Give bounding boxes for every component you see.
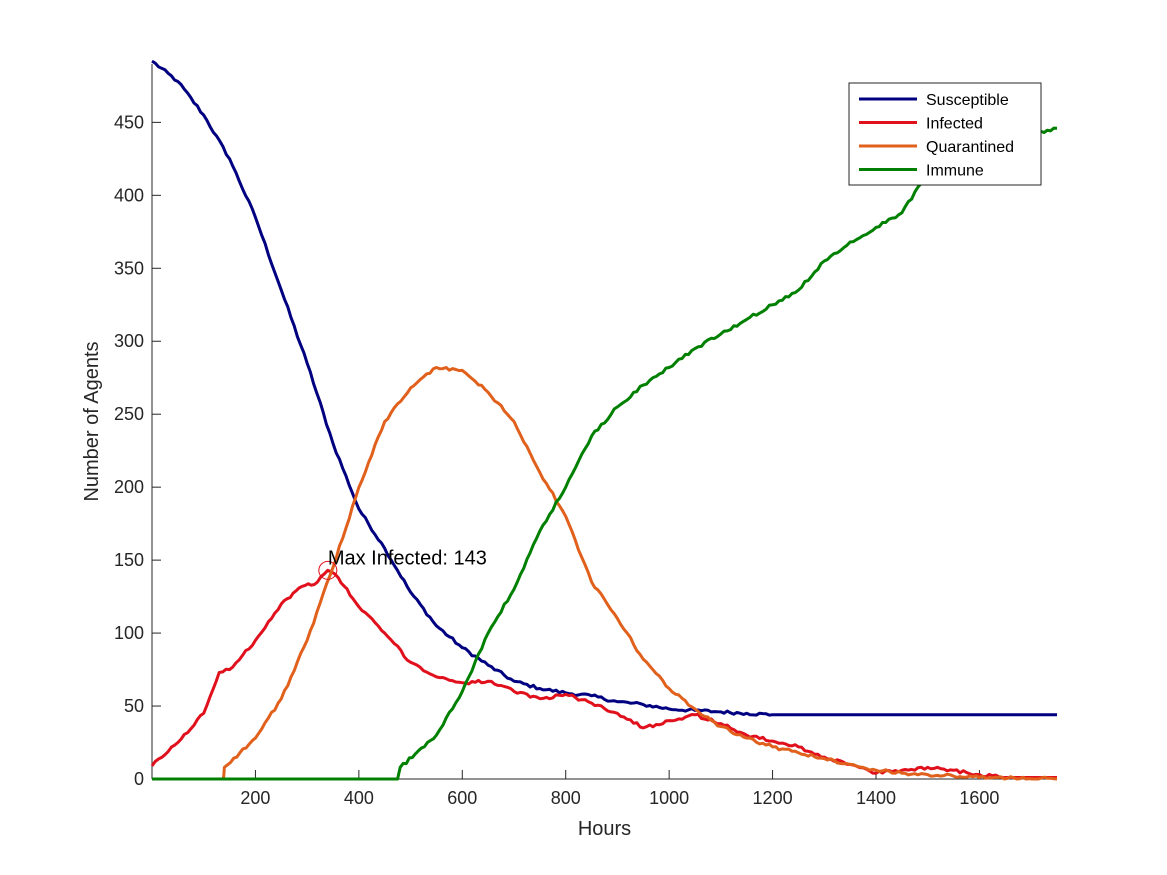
legend-entry-susceptible: Susceptible bbox=[926, 92, 1009, 109]
x-tick-label: 400 bbox=[344, 788, 374, 808]
x-tick-label: 1200 bbox=[753, 788, 793, 808]
max-infected-label: Max Infected: 143 bbox=[328, 547, 487, 569]
y-tick-label: 350 bbox=[114, 258, 144, 278]
x-tick-label: 800 bbox=[551, 788, 581, 808]
series-lines bbox=[150, 59, 1058, 781]
legend: Susceptible Infected Quarantined Immune bbox=[848, 82, 1042, 186]
legend-entry-immune: Immune bbox=[926, 163, 984, 180]
y-tick-label: 450 bbox=[114, 112, 144, 132]
series-line-susceptible bbox=[151, 59, 1057, 717]
series-line-immune bbox=[152, 126, 1058, 781]
legend-entry-quarantined: Quarantined bbox=[926, 139, 1014, 156]
series-line-infected bbox=[150, 568, 1057, 780]
y-tick-label: 250 bbox=[114, 404, 144, 424]
y-tick-label: 50 bbox=[124, 696, 144, 716]
series-line-quarantined bbox=[152, 366, 1058, 781]
x-tick-label: 600 bbox=[447, 788, 477, 808]
y-tick-label: 0 bbox=[134, 769, 144, 789]
x-tick-label: 1400 bbox=[856, 788, 896, 808]
y-axis-label: Number of Agents bbox=[81, 341, 103, 501]
x-tick-label: 200 bbox=[240, 788, 270, 808]
x-axis-label: Hours bbox=[578, 818, 631, 840]
y-tick-label: 200 bbox=[114, 477, 144, 497]
x-tick-label: 1600 bbox=[959, 788, 999, 808]
annotation: Max Infected: 143 bbox=[318, 547, 487, 580]
y-tick-label: 300 bbox=[114, 331, 144, 351]
max-infected-marker bbox=[318, 560, 338, 580]
y-tick-label: 400 bbox=[114, 185, 144, 205]
y-tick-label: 100 bbox=[114, 623, 144, 643]
x-tick-label: 1000 bbox=[649, 788, 689, 808]
legend-entry-infected: Infected bbox=[926, 116, 983, 133]
y-tick-label: 150 bbox=[114, 550, 144, 570]
